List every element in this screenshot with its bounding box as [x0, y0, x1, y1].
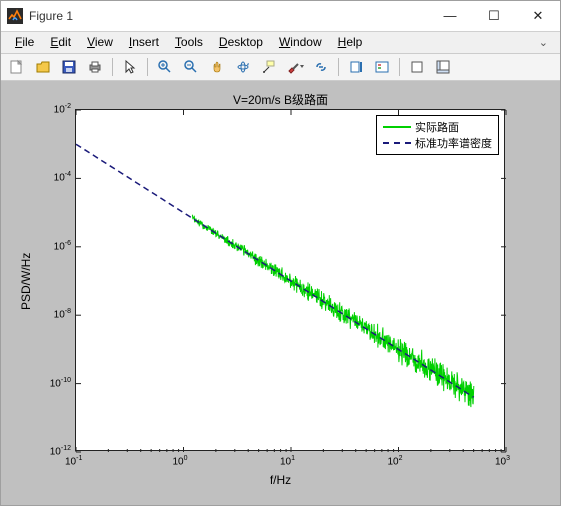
- zoom-out-button[interactable]: [179, 55, 203, 79]
- legend-item: 实际路面: [383, 119, 492, 135]
- window-title: Figure 1: [29, 9, 73, 23]
- x-tick-label: 101: [280, 455, 295, 467]
- figure-area: V=20m/s B级路面PSD/W/Hzf/Hz10-1100101102103…: [1, 81, 560, 505]
- menu-view[interactable]: View: [81, 33, 119, 51]
- maximize-button[interactable]: ☐: [472, 1, 516, 31]
- figure-window: Figure 1 — ☐ ✕ File Edit View Insert Too…: [0, 0, 561, 506]
- y-axis-label: PSD/W/Hz: [19, 253, 33, 310]
- minimize-button[interactable]: —: [428, 1, 472, 31]
- x-tick-label: 103: [495, 455, 510, 467]
- window-buttons: — ☐ ✕: [428, 1, 560, 31]
- titlebar: Figure 1 — ☐ ✕: [1, 1, 560, 32]
- menu-edit[interactable]: Edit: [44, 33, 77, 51]
- toolbar-separator: [112, 58, 113, 76]
- toolbar: [1, 53, 560, 81]
- open-button[interactable]: [31, 55, 55, 79]
- insert-legend-button[interactable]: [370, 55, 394, 79]
- menu-insert[interactable]: Insert: [123, 33, 165, 51]
- link-data-button[interactable]: [309, 55, 333, 79]
- x-axis-label: f/Hz: [1, 473, 560, 487]
- menu-tools[interactable]: Tools: [169, 33, 209, 51]
- print-button[interactable]: [83, 55, 107, 79]
- y-tick-label: 10-2: [54, 103, 71, 115]
- pointer-button[interactable]: [118, 55, 142, 79]
- toolbar-separator: [399, 58, 400, 76]
- menu-desktop[interactable]: Desktop: [213, 33, 269, 51]
- menu-file[interactable]: File: [9, 33, 40, 51]
- pan-button[interactable]: [205, 55, 229, 79]
- toolbar-separator: [338, 58, 339, 76]
- legend-swatch: [383, 126, 411, 128]
- legend[interactable]: 实际路面标准功率谱密度: [376, 115, 499, 155]
- titlebar-left: Figure 1: [7, 8, 73, 24]
- legend-label: 标准功率谱密度: [415, 135, 492, 151]
- y-tick-label: 10-8: [54, 308, 71, 320]
- legend-item: 标准功率谱密度: [383, 135, 492, 151]
- show-plot-tools-button[interactable]: [431, 55, 455, 79]
- hide-plot-tools-button[interactable]: [405, 55, 429, 79]
- series-line: [192, 215, 474, 407]
- y-tick-label: 10-4: [54, 171, 71, 183]
- brush-button[interactable]: [283, 55, 307, 79]
- insert-colorbar-button[interactable]: [344, 55, 368, 79]
- save-button[interactable]: [57, 55, 81, 79]
- menu-help[interactable]: Help: [332, 33, 369, 51]
- legend-swatch: [383, 142, 411, 144]
- axes[interactable]: [75, 109, 505, 451]
- y-tick-label: 10-6: [54, 240, 71, 252]
- data-cursor-button[interactable]: [257, 55, 281, 79]
- zoom-in-button[interactable]: [153, 55, 177, 79]
- x-tick-label: 100: [173, 455, 188, 467]
- matlab-icon: [7, 8, 23, 24]
- toolbar-separator: [147, 58, 148, 76]
- x-tick-label: 102: [388, 455, 403, 467]
- menu-overflow-icon[interactable]: ⌄: [539, 36, 552, 49]
- plot-title: V=20m/s B级路面: [1, 91, 560, 108]
- menubar: File Edit View Insert Tools Desktop Wind…: [1, 32, 560, 54]
- y-tick-label: 10-10: [50, 377, 71, 389]
- legend-label: 实际路面: [415, 119, 459, 135]
- y-tick-label: 10-12: [50, 445, 71, 457]
- close-button[interactable]: ✕: [516, 1, 560, 31]
- plot-wrap: V=20m/s B级路面PSD/W/Hzf/Hz10-1100101102103…: [1, 81, 560, 505]
- series-line: [76, 144, 474, 397]
- new-figure-button[interactable]: [5, 55, 29, 79]
- menu-window[interactable]: Window: [273, 33, 328, 51]
- rotate-3d-button[interactable]: [231, 55, 255, 79]
